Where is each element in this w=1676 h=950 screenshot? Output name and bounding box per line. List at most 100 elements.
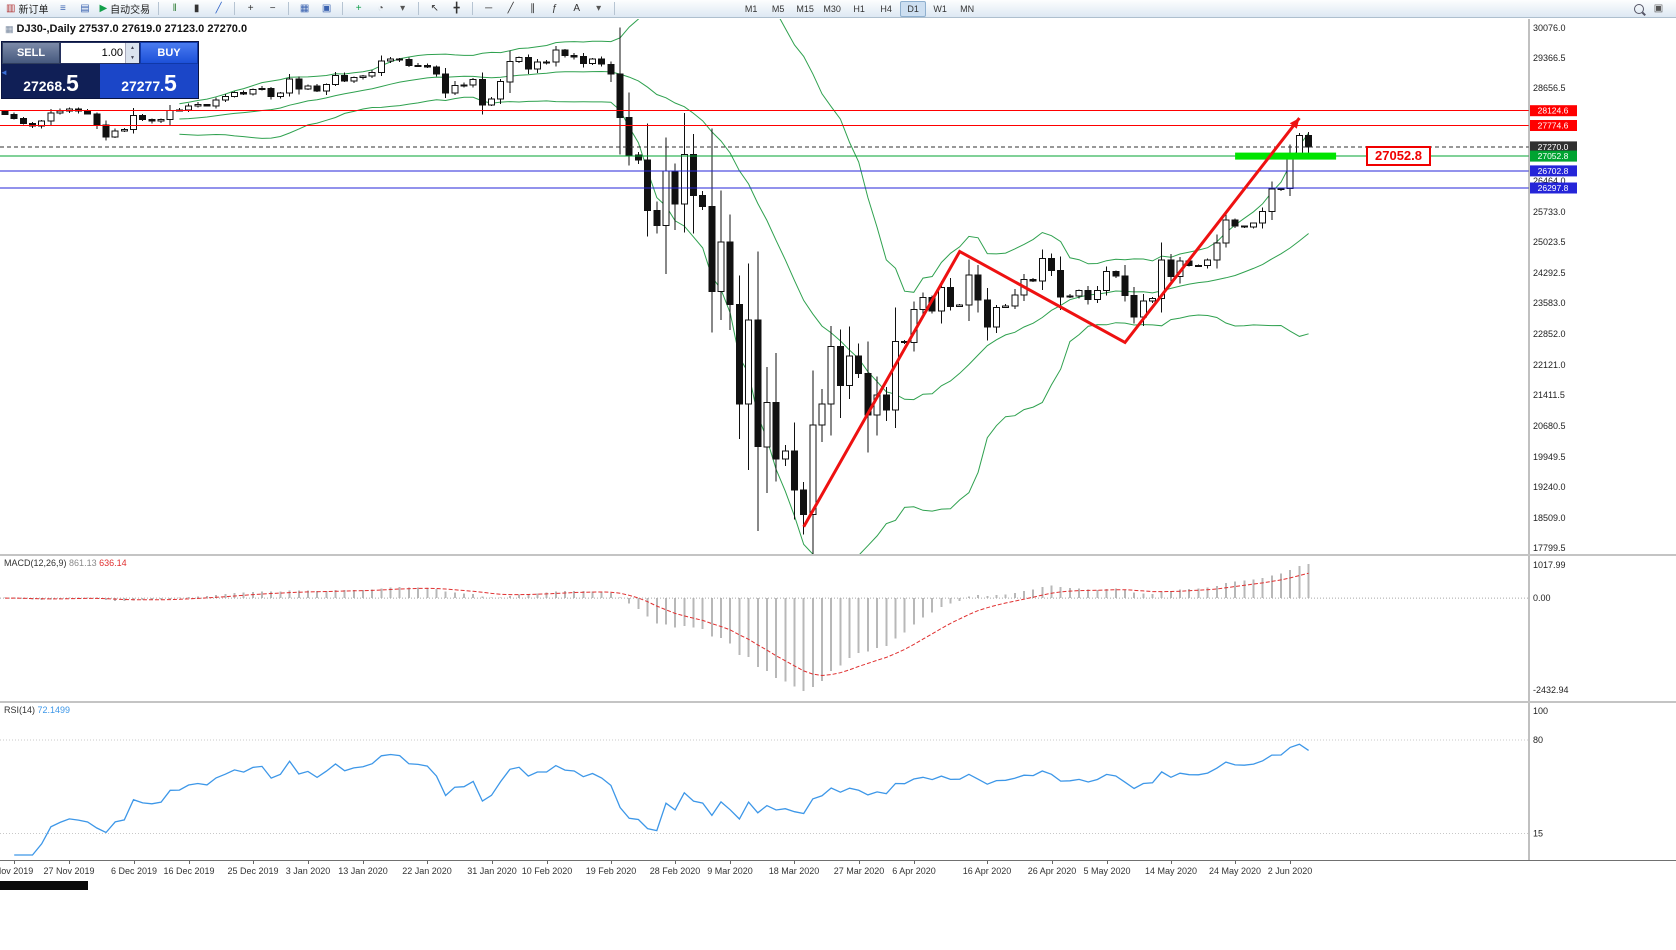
candles <box>1 27 1313 554</box>
timeframe-button-H4[interactable]: H4 <box>880 3 892 14</box>
timeframe-button-M15[interactable]: M15 <box>796 3 814 14</box>
text-button[interactable]: A <box>566 0 587 17</box>
chart-title: ▦ DJ30-,Daily 27537.0 27619.0 27123.0 272… <box>5 23 247 35</box>
svg-text:80: 80 <box>1533 735 1543 745</box>
bar-chart-button-icon: ǁ <box>172 2 177 14</box>
svg-text:25023.5: 25023.5 <box>1533 237 1566 247</box>
bar-chart-button[interactable]: ǁ <box>164 0 185 17</box>
timeframe-button-MN[interactable]: MN <box>960 3 975 14</box>
time-label: 16 Apr 2020 <box>962 866 1012 876</box>
zoom-out-button-icon: − <box>269 2 276 14</box>
time-tick <box>794 861 795 864</box>
timeframe-button-M30[interactable]: M30 <box>823 3 841 14</box>
volume-spinner: ▲ ▼ <box>125 43 139 63</box>
time-label: 24 May 2020 <box>1208 866 1262 876</box>
svg-text:25733.0: 25733.0 <box>1533 207 1566 217</box>
bollinger-bands <box>179 19 1310 554</box>
line-chart-button[interactable]: ╱ <box>208 0 229 17</box>
svg-text:1017.99: 1017.99 <box>1533 560 1566 570</box>
macd-histogram <box>4 564 1310 691</box>
svg-text:29366.5: 29366.5 <box>1533 53 1566 63</box>
layout-icon[interactable]: ▣ <box>1653 2 1664 14</box>
text-button-icon: A <box>573 2 580 14</box>
macd-panel[interactable]: 1017.99 0.00 -2432.94 <box>0 556 1676 701</box>
timeframe-button-M5[interactable]: M5 <box>771 3 785 14</box>
time-label: 31 Jan 2020 <box>467 866 517 876</box>
price-axis[interactable]: 30076.0 29366.5 28656.5 26464.0 25733.0 25023… <box>1528 19 1577 554</box>
macd-axis: 1017.99 0.00 -2432.94 <box>1528 556 1569 701</box>
quotes-icon-icon: ≡ <box>60 2 66 14</box>
rsi-value: 72.1499 <box>37 705 71 715</box>
cursor-button-icon: ↖ <box>430 2 439 14</box>
rsi-name: RSI(14) <box>4 705 36 715</box>
rsi-axis: 100 80 15 <box>1528 703 1548 860</box>
time-label: 14 May 2020 <box>1144 866 1198 876</box>
clock-icon[interactable]: ◔ <box>370 0 391 17</box>
timeframe-button-H1[interactable]: H1 <box>853 3 865 14</box>
time-label: 3 Jan 2020 <box>285 866 331 876</box>
time-axis[interactable]: Nov 2019 27 Nov 2019 6 Dec 2019 16 Dec 2019… <box>0 861 1676 880</box>
svg-text:23583.0: 23583.0 <box>1533 298 1566 308</box>
sell-button[interactable]: SELL <box>2 42 60 64</box>
candlestick-chart-button[interactable]: ▮ <box>186 0 207 17</box>
support-highlight-bar[interactable] <box>1235 152 1337 160</box>
channel-button[interactable]: ∥ <box>522 0 543 17</box>
price-chart[interactable]: 30076.0 29366.5 28656.5 26464.0 25733.0 25023… <box>0 19 1676 554</box>
buy-price-big-digit: 5 <box>164 70 177 96</box>
svg-text:19949.5: 19949.5 <box>1533 452 1566 462</box>
new-chart-button[interactable]: + <box>348 0 369 17</box>
time-tick <box>1107 861 1108 864</box>
volume-down-button[interactable]: ▼ <box>126 53 139 63</box>
toolbar-separator <box>342 2 344 15</box>
svg-text:20680.5: 20680.5 <box>1533 421 1566 431</box>
timeframe-button-D1[interactable]: D1 <box>900 0 927 17</box>
new-order-button[interactable]: ▥ 新订单 <box>3 0 51 17</box>
trend-arrows[interactable] <box>802 117 1301 528</box>
panel-divider[interactable] <box>0 701 1676 703</box>
fibonacci-button[interactable]: ƒ <box>544 0 565 17</box>
fibonacci-button-icon: ƒ <box>551 2 558 14</box>
time-label: 27 Nov 2019 <box>43 866 95 876</box>
clock-icon-icon: ◔ <box>377 2 384 14</box>
toolbar-separator <box>234 2 236 15</box>
timeframe-button-M1[interactable]: M1 <box>744 3 758 14</box>
sell-price[interactable]: 27268. 5 <box>2 64 100 98</box>
time-tick <box>859 861 860 864</box>
arrowhead <box>1289 118 1300 129</box>
arrange-windows-button[interactable]: ▣ <box>316 0 337 17</box>
candlestick-chart-button-icon: ▮ <box>193 2 200 14</box>
svg-text:28656.5: 28656.5 <box>1533 83 1566 93</box>
zoom-in-button[interactable]: + <box>240 0 261 17</box>
price-level-label: 27052.8 <box>1366 146 1431 166</box>
dropdown-icon[interactable]: ▾ <box>392 0 413 17</box>
horizontal-line-button[interactable]: ─ <box>478 0 499 17</box>
time-label: 16 Dec 2019 <box>163 866 215 876</box>
buy-price[interactable]: 27277. 5 <box>100 64 198 98</box>
zoom-out-button[interactable]: − <box>262 0 283 17</box>
volume-input[interactable] <box>61 43 125 63</box>
time-tick <box>427 861 428 864</box>
timeframe-button-W1[interactable]: W1 <box>933 3 947 14</box>
data-window-icon[interactable]: ▤ <box>74 0 95 17</box>
tile-windows-button[interactable]: ▦ <box>294 0 315 17</box>
panel-divider[interactable] <box>0 554 1676 556</box>
cursor-button[interactable]: ↖ <box>424 0 445 17</box>
volume-up-button[interactable]: ▲ <box>126 43 139 53</box>
crosshair-button[interactable]: ╋ <box>446 0 467 17</box>
quotes-icon[interactable]: ≡ <box>52 0 73 17</box>
rsi-line <box>14 743 1309 856</box>
time-label: 18 Mar 2020 <box>768 866 820 876</box>
trendline-button[interactable]: ╱ <box>500 0 521 17</box>
time-tick <box>675 861 676 864</box>
panel-collapse-arrow[interactable]: ◄ <box>0 68 8 77</box>
shapes-button[interactable]: ▾ <box>588 0 609 17</box>
buy-button[interactable]: BUY <box>140 42 198 64</box>
time-label: 28 Feb 2020 <box>649 866 701 876</box>
algo-trading-button-icon: ▶ <box>99 2 108 14</box>
svg-text:19240.0: 19240.0 <box>1533 482 1566 492</box>
toolbar-separator <box>614 2 616 15</box>
rsi-panel[interactable]: 100 80 15 <box>0 703 1676 860</box>
search-icon[interactable] <box>1634 3 1644 14</box>
zoom-in-button-icon: + <box>247 2 254 14</box>
algo-trading-button[interactable]: ▶ 自动交易 <box>96 0 153 17</box>
